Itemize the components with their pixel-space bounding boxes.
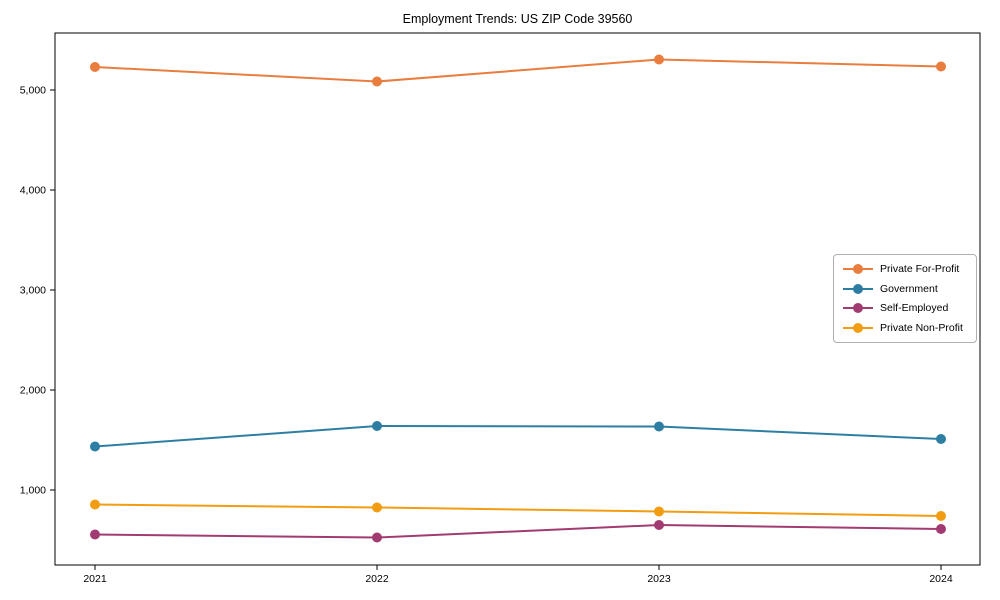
legend-label: Government <box>880 282 938 295</box>
legend: Private For-Profit Government Self-Emplo… <box>833 254 977 343</box>
series-point-government-2024 <box>936 434 946 444</box>
series-point-self-employed-2022 <box>372 532 382 543</box>
series-point-government-2021 <box>90 441 100 452</box>
series-line-government <box>94 425 942 448</box>
series-point-self-employed-2023 <box>654 520 664 530</box>
legend-line-marker-icon <box>843 322 873 333</box>
x-tick-label: 2022 <box>365 573 389 585</box>
series-point-self-employed-2024 <box>936 524 946 534</box>
series-point-private-non-profit-2023 <box>654 506 664 517</box>
series-line-private-for-profit <box>94 58 942 83</box>
legend-entry: Private For-Profit <box>843 263 968 275</box>
series-point-private-non-profit-2024 <box>936 511 946 521</box>
x-tick-label: 2023 <box>647 573 671 585</box>
legend-line-marker-icon <box>843 303 873 313</box>
series-point-self-employed-2021 <box>90 529 100 540</box>
y-tick-label: 1,000 <box>20 485 46 497</box>
y-tick-label: 2,000 <box>20 385 46 397</box>
y-tick-label: 5,000 <box>20 85 46 97</box>
series-point-private-for-profit-2024 <box>936 61 946 72</box>
series-line-private-non-profit <box>94 503 942 517</box>
legend-label: Private For-Profit <box>880 263 960 275</box>
plot-border <box>54 32 981 566</box>
series-point-government-2023 <box>654 421 664 432</box>
legend-label: Private Non-Profit <box>880 321 963 334</box>
legend-line-marker-icon <box>843 283 873 294</box>
chart-title: Employment Trends: US ZIP Code 39560 <box>402 12 633 26</box>
series-point-private-non-profit-2022 <box>372 502 382 513</box>
series-point-government-2022 <box>372 421 382 431</box>
y-tick-label: 3,000 <box>20 285 46 297</box>
series-line-self-employed <box>94 524 942 539</box>
series-point-private-for-profit-2023 <box>654 54 664 65</box>
series-point-private-for-profit-2022 <box>372 76 382 87</box>
x-tick-label: 2021 <box>83 573 107 585</box>
x-tick-label: 2024 <box>929 573 953 585</box>
legend-entry: Self-Employed <box>843 302 968 314</box>
series-point-private-for-profit-2021 <box>90 62 100 72</box>
y-tick-label: 4,000 <box>20 185 46 197</box>
legend-label: Self-Employed <box>880 302 949 314</box>
legend-entry: Government <box>843 283 968 295</box>
legend-line-marker-icon <box>843 264 873 274</box>
series-point-private-non-profit-2021 <box>90 499 100 510</box>
legend-entry: Private Non-Profit <box>843 322 968 334</box>
